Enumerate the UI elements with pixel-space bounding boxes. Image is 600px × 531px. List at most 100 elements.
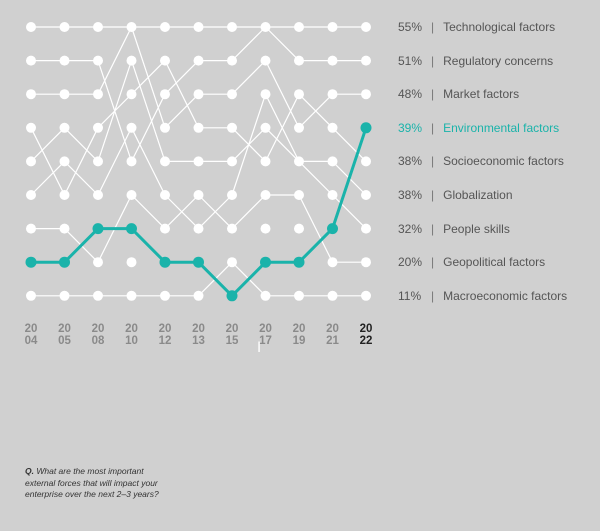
highlight-point <box>159 256 171 268</box>
rank-point <box>361 257 371 268</box>
rank-point <box>227 257 237 268</box>
rank-point <box>93 290 103 301</box>
rank-point <box>227 22 237 32</box>
rank-point <box>26 223 36 234</box>
rank-point <box>361 55 371 66</box>
rank-point <box>160 290 170 301</box>
label-name: Socioeconomic factors <box>443 154 564 169</box>
label-separator: | <box>431 20 435 34</box>
label-percent: 32% <box>398 221 423 236</box>
highlight-point <box>327 223 338 235</box>
year-suffix: 04 <box>24 335 38 347</box>
rank-point <box>160 190 170 200</box>
rank-point <box>59 190 70 200</box>
rank-point <box>193 55 204 66</box>
year-century: 20 <box>292 323 306 335</box>
label-name: Globalization <box>443 188 513 202</box>
rank-point <box>93 55 103 66</box>
label-name: Environmental factors <box>443 120 560 135</box>
label-separator: | <box>431 221 435 236</box>
rank-point <box>193 89 204 100</box>
year-suffix: 15 <box>225 335 239 347</box>
legend-label-environmental-factors: 39% | Environmental factors <box>398 118 559 138</box>
rank-point <box>361 89 371 100</box>
question-text: What are the most important external for… <box>25 466 159 499</box>
year-century: 20 <box>58 323 71 335</box>
rank-point <box>260 223 271 234</box>
rank-point <box>294 22 304 32</box>
rank-point <box>260 190 271 200</box>
rank-point <box>59 55 70 66</box>
highlight-point <box>260 256 271 268</box>
rank-point <box>227 223 237 234</box>
rank-point <box>227 190 237 200</box>
rank-point <box>227 55 237 66</box>
year-century: 20 <box>24 323 38 335</box>
rank-point <box>327 89 338 100</box>
rank-point <box>327 156 338 167</box>
year-tick-label: 20 17 <box>251 323 281 347</box>
rank-point <box>59 290 70 301</box>
rank-point <box>93 22 103 32</box>
label-separator: | <box>431 255 435 270</box>
year-tick-label: 20 08 <box>83 323 113 347</box>
rank-point <box>193 22 204 32</box>
year-suffix: 05 <box>58 335 71 347</box>
rank-point <box>227 122 237 133</box>
year-century: 20 <box>225 323 239 335</box>
rank-point <box>227 156 237 167</box>
highlight-point <box>59 256 70 268</box>
rank-point <box>193 290 204 301</box>
rank-point <box>126 190 137 200</box>
rank-point <box>126 290 137 301</box>
year-century: 20 <box>125 323 138 335</box>
rank-point <box>160 55 170 66</box>
rank-point <box>93 89 103 100</box>
rank-point <box>126 89 137 100</box>
rank-point <box>26 190 36 200</box>
legend-label-technological-factors: 55% | Technological factors <box>398 17 555 37</box>
rank-point <box>193 156 204 167</box>
rank-point <box>361 223 371 234</box>
label-separator: | <box>431 53 435 68</box>
year-suffix: 10 <box>125 335 138 347</box>
year-tick-label: 20 12 <box>150 323 180 347</box>
rank-point <box>126 22 137 32</box>
rank-point <box>294 89 304 100</box>
legend-label-regulatory-concerns: 51% | Regulatory concerns <box>398 51 553 71</box>
label-separator: | <box>431 87 435 102</box>
year-century: 20 <box>326 323 339 335</box>
year-century: 20 <box>259 323 272 335</box>
rank-point <box>260 156 271 167</box>
rank-point <box>126 257 137 268</box>
rank-point <box>260 290 271 301</box>
label-percent: 55% <box>398 20 423 34</box>
rank-point <box>160 22 170 32</box>
year-suffix: 12 <box>158 335 172 347</box>
rank-point <box>327 122 338 133</box>
series-line-environmental-factors <box>31 127 368 298</box>
rank-point <box>260 89 271 100</box>
rank-points <box>26 22 371 301</box>
rank-point <box>260 22 271 32</box>
rank-point <box>327 290 338 301</box>
legend-label-macroeconomic-factors: 11% | Macroeconomic factors <box>398 286 567 306</box>
rank-point <box>26 122 36 133</box>
rank-point <box>294 55 304 66</box>
text-cursor-icon: I <box>257 340 262 356</box>
question-prefix: Q. <box>25 466 34 476</box>
year-tick-label: 20 10 <box>117 323 147 347</box>
rank-point <box>26 156 36 167</box>
label-name: Regulatory concerns <box>443 53 554 68</box>
year-tick-label: 20 22 <box>351 323 381 347</box>
rank-point <box>361 290 371 301</box>
rank-point <box>160 89 170 100</box>
rank-point <box>327 55 338 66</box>
rank-point <box>294 290 304 301</box>
rank-point <box>361 156 371 167</box>
rank-point <box>193 190 204 200</box>
rank-point <box>260 122 271 133</box>
rank-point <box>26 290 36 301</box>
label-separator: | <box>431 188 435 202</box>
rank-point <box>294 122 304 133</box>
